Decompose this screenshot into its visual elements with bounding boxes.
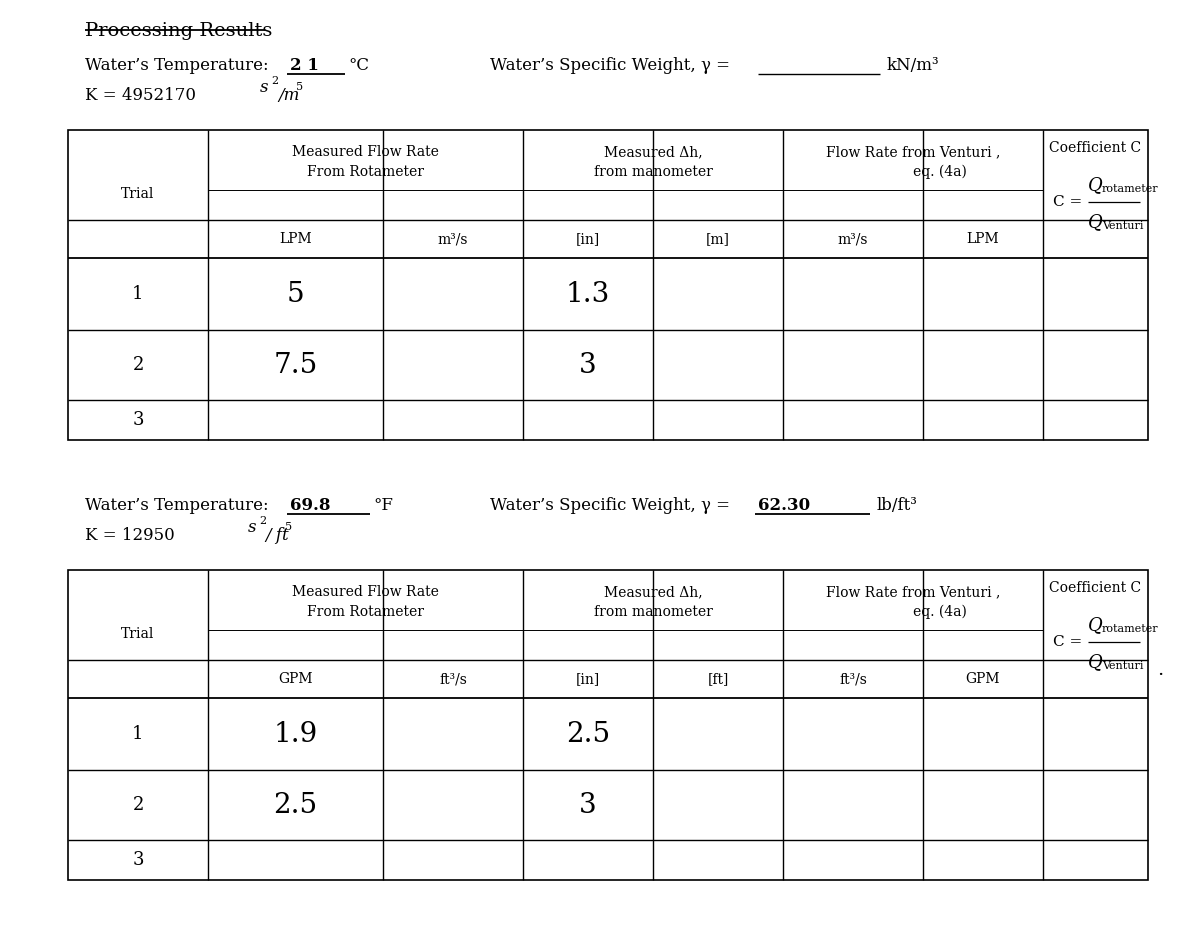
Text: Measured Flow Rate: Measured Flow Rate <box>292 145 439 159</box>
Text: [in]: [in] <box>576 232 600 246</box>
Text: 1: 1 <box>132 725 144 743</box>
Text: 3: 3 <box>132 411 144 429</box>
Text: Measured Δh,: Measured Δh, <box>604 585 702 599</box>
Text: Water’s Specific Weight, γ =: Water’s Specific Weight, γ = <box>490 496 730 513</box>
Text: s: s <box>260 79 269 96</box>
Text: Trial: Trial <box>121 627 155 641</box>
Text: 62.30: 62.30 <box>758 496 810 513</box>
Text: From Rotameter: From Rotameter <box>307 165 424 179</box>
Text: 2: 2 <box>259 516 266 526</box>
Text: 69.8: 69.8 <box>290 496 330 513</box>
Text: /m: /m <box>278 86 299 103</box>
Bar <box>68 570 1148 880</box>
Bar <box>68 130 1148 440</box>
Text: / ft: / ft <box>265 526 289 543</box>
Text: 2: 2 <box>271 76 278 86</box>
Text: Q: Q <box>1088 213 1103 231</box>
Text: 2: 2 <box>132 356 144 374</box>
Text: Q: Q <box>1088 653 1103 671</box>
Text: LPM: LPM <box>967 232 1000 246</box>
Text: [in]: [in] <box>576 672 600 686</box>
Text: Measured Δh,: Measured Δh, <box>604 145 702 159</box>
Text: 1: 1 <box>132 285 144 303</box>
Text: °C: °C <box>348 56 370 73</box>
Text: C =: C = <box>1054 635 1082 649</box>
Text: Trial: Trial <box>121 187 155 201</box>
Text: Venturi: Venturi <box>1102 661 1144 671</box>
Text: 2.5: 2.5 <box>274 792 318 819</box>
Text: K = 12950: K = 12950 <box>85 526 175 543</box>
Text: Flow Rate from Venturi ,: Flow Rate from Venturi , <box>826 585 1000 599</box>
Text: Coefficient C: Coefficient C <box>1050 581 1141 595</box>
Text: Flow Rate from Venturi ,: Flow Rate from Venturi , <box>826 145 1000 159</box>
Text: from manometer: from manometer <box>594 165 713 179</box>
Text: [ft]: [ft] <box>707 672 728 686</box>
Text: From Rotameter: From Rotameter <box>307 605 424 619</box>
Text: Processing Results: Processing Results <box>85 22 272 40</box>
Text: 3: 3 <box>580 352 596 379</box>
Text: 5: 5 <box>296 82 304 92</box>
Text: [m]: [m] <box>706 232 730 246</box>
Text: K = 4952170: K = 4952170 <box>85 86 196 103</box>
Text: Water’s Temperature:: Water’s Temperature: <box>85 56 269 73</box>
Text: 2: 2 <box>132 796 144 814</box>
Text: Q: Q <box>1088 176 1103 194</box>
Text: from manometer: from manometer <box>594 605 713 619</box>
Text: 3: 3 <box>132 851 144 869</box>
Text: Water’s Specific Weight, γ =: Water’s Specific Weight, γ = <box>490 56 730 73</box>
Text: 7.5: 7.5 <box>274 352 318 379</box>
Text: rotameter: rotameter <box>1102 184 1159 194</box>
Text: eq. (4a): eq. (4a) <box>913 605 967 619</box>
Text: 1.9: 1.9 <box>274 720 318 748</box>
Text: rotameter: rotameter <box>1102 624 1159 634</box>
Text: lb/ft³: lb/ft³ <box>877 496 918 513</box>
Text: 3: 3 <box>580 792 596 819</box>
Text: m³/s: m³/s <box>438 232 468 246</box>
Text: s: s <box>248 519 257 536</box>
Text: GPM: GPM <box>278 672 313 686</box>
Text: 1.3: 1.3 <box>566 280 610 308</box>
Text: ft³/s: ft³/s <box>439 672 467 686</box>
Text: C =: C = <box>1054 195 1082 209</box>
Text: LPM: LPM <box>280 232 312 246</box>
Text: Venturi: Venturi <box>1102 221 1144 231</box>
Text: kN/m³: kN/m³ <box>887 56 940 73</box>
Text: GPM: GPM <box>966 672 1001 686</box>
Text: Measured Flow Rate: Measured Flow Rate <box>292 585 439 599</box>
Text: 2 1: 2 1 <box>290 56 319 73</box>
Text: 2.5: 2.5 <box>566 720 610 748</box>
Text: eq. (4a): eq. (4a) <box>913 165 967 179</box>
Text: °F: °F <box>373 496 394 513</box>
Text: m³/s: m³/s <box>838 232 869 246</box>
Text: .: . <box>1157 661 1163 679</box>
Text: Q: Q <box>1088 616 1103 634</box>
Text: ft³/s: ft³/s <box>839 672 866 686</box>
Text: Coefficient C: Coefficient C <box>1050 141 1141 155</box>
Text: Water’s Temperature:: Water’s Temperature: <box>85 496 269 513</box>
Text: 5: 5 <box>286 522 292 532</box>
Text: 5: 5 <box>287 280 305 308</box>
